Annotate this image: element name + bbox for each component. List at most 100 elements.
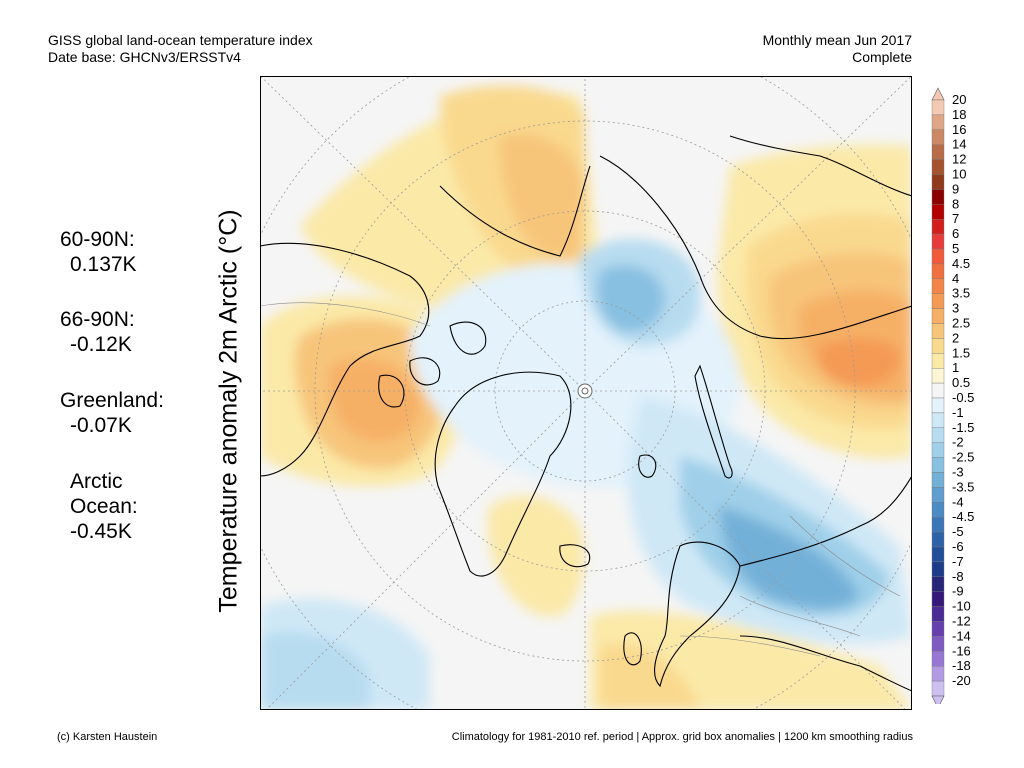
colorbar-box: [932, 279, 944, 294]
stat-label-2: Ocean:: [70, 494, 138, 519]
stat-label: 60-90N:: [60, 227, 137, 252]
colorbar-tick-label: 5: [952, 241, 959, 256]
copyright: (c) Karsten Haustein: [57, 731, 157, 743]
colorbar-box: [932, 428, 944, 443]
stat-value: -0.45K: [70, 519, 138, 544]
arctic-anomaly-map: [260, 76, 912, 710]
stat-value: 0.137K: [60, 252, 137, 277]
colorbar-tick-label: 1: [952, 360, 959, 375]
colorbar-tick-label: -1.5: [952, 420, 974, 435]
colorbar-box: [932, 324, 944, 339]
colorbar-tick-label: -12: [952, 614, 971, 629]
colorbar-tick-label: -1: [952, 405, 964, 420]
colorbar-box: [932, 249, 944, 264]
stat-label: Arctic: [70, 469, 138, 494]
colorbar-box: [932, 264, 944, 279]
north-pole-marker: [578, 384, 592, 398]
colorbar-box: [932, 458, 944, 473]
stat-value: -0.07K: [60, 413, 164, 438]
colorbar-box: [932, 592, 944, 607]
map-title: GISS global land-ocean temperature index: [48, 32, 313, 49]
colorbar-box: [932, 204, 944, 219]
colorbar-tick-label: 18: [952, 107, 966, 122]
colorbar-box: [932, 338, 944, 353]
colorbar-box: [932, 398, 944, 413]
stat-60-90n: 60-90N: 0.137K: [60, 227, 137, 277]
colorbar-tick-label: -16: [952, 643, 971, 658]
colorbar-box: [932, 607, 944, 622]
colorbar-tick-label: -2: [952, 435, 964, 450]
colorbar-box: [932, 413, 944, 428]
colorbar-box: [932, 234, 944, 249]
colorbar-arrow-top: [932, 88, 944, 100]
colorbar-tick-label: 6: [952, 226, 959, 241]
colorbar-box: [932, 383, 944, 398]
colorbar-box: [932, 160, 944, 175]
stat-66-90n: 66-90N: -0.12K: [60, 307, 135, 357]
colorbar-boxes: [932, 88, 944, 704]
colorbar-tick-label: 4.5: [952, 256, 970, 271]
colorbar-box: [932, 651, 944, 666]
colorbar-tick-label: 8: [952, 196, 959, 211]
colorbar-tick-label: 9: [952, 181, 959, 196]
colorbar-box: [932, 622, 944, 637]
colorbar-box: [932, 502, 944, 517]
colorbar-box: [932, 368, 944, 383]
colorbar-tick-label: 14: [952, 137, 966, 152]
stat-greenland: Greenland: -0.07K: [60, 388, 164, 438]
colorbar-tick-label: -5: [952, 524, 964, 539]
colorbar-tick-label: -3.5: [952, 479, 974, 494]
colorbar-labels: 201816141210987654.543.532.521.510.5-0.5…: [952, 92, 974, 688]
colorbar-box: [932, 532, 944, 547]
map-subtitle: Date base: GHCNv3/ERSSTv4: [48, 49, 313, 66]
colorbar-box: [932, 175, 944, 190]
colorbar-tick-label: -4: [952, 494, 964, 509]
stat-label: 66-90N:: [60, 307, 135, 332]
stat-arctic-ocean: Arctic Ocean: -0.45K: [70, 469, 138, 544]
colorbar-tick-label: -20: [952, 673, 971, 688]
colorbar-arrow-bottom: [932, 696, 944, 704]
colorbar-tick-label: 3: [952, 301, 959, 316]
colorbar-box: [932, 294, 944, 309]
colorbar-tick-label: -6: [952, 539, 964, 554]
colorbar-box: [932, 219, 944, 234]
colorbar-tick-label: 2: [952, 330, 959, 345]
colorbar-tick-label: -18: [952, 658, 971, 673]
colorbar-box: [932, 309, 944, 324]
period-label: Monthly mean Jun 2017: [763, 32, 912, 49]
colorbar-tick-label: -7: [952, 554, 964, 569]
colorbar-box: [932, 577, 944, 592]
colorbar-box: [932, 487, 944, 502]
colorbar-box: [932, 547, 944, 562]
stat-value: -0.12K: [60, 332, 135, 357]
colorbar-tick-label: 0.5: [952, 375, 970, 390]
colorbar-tick-label: 4: [952, 271, 959, 286]
colorbar-box: [932, 517, 944, 532]
colorbar-box: [932, 636, 944, 651]
colorbar: 201816141210987654.543.532.521.510.5-0.5…: [928, 84, 998, 704]
colorbar-tick-label: 2.5: [952, 316, 970, 331]
colorbar-box: [932, 473, 944, 488]
colorbar-tick-label: -4.5: [952, 509, 974, 524]
stat-label: Greenland:: [60, 388, 164, 413]
colorbar-box: [932, 100, 944, 115]
colorbar-tick-label: 10: [952, 167, 966, 182]
footnote: Climatology for 1981-2010 ref. period | …: [452, 731, 913, 743]
colorbar-tick-label: 1.5: [952, 345, 970, 360]
colorbar-tick-label: -8: [952, 569, 964, 584]
colorbar-box: [932, 681, 944, 696]
colorbar-tick-label: 12: [952, 152, 966, 167]
colorbar-tick-label: -0.5: [952, 390, 974, 405]
colorbar-tick-label: -14: [952, 628, 971, 643]
colorbar-tick-label: -3: [952, 465, 964, 480]
colorbar-box: [932, 130, 944, 145]
colorbar-box: [932, 443, 944, 458]
header-left: GISS global land-ocean temperature index…: [48, 32, 313, 66]
colorbar-tick-label: 3.5: [952, 286, 970, 301]
status-label: Complete: [763, 49, 912, 66]
colorbar-tick-label: -9: [952, 584, 964, 599]
colorbar-tick-label: -2.5: [952, 450, 974, 465]
colorbar-box: [932, 145, 944, 160]
colorbar-tick-label: 20: [952, 92, 966, 107]
colorbar-box: [932, 562, 944, 577]
